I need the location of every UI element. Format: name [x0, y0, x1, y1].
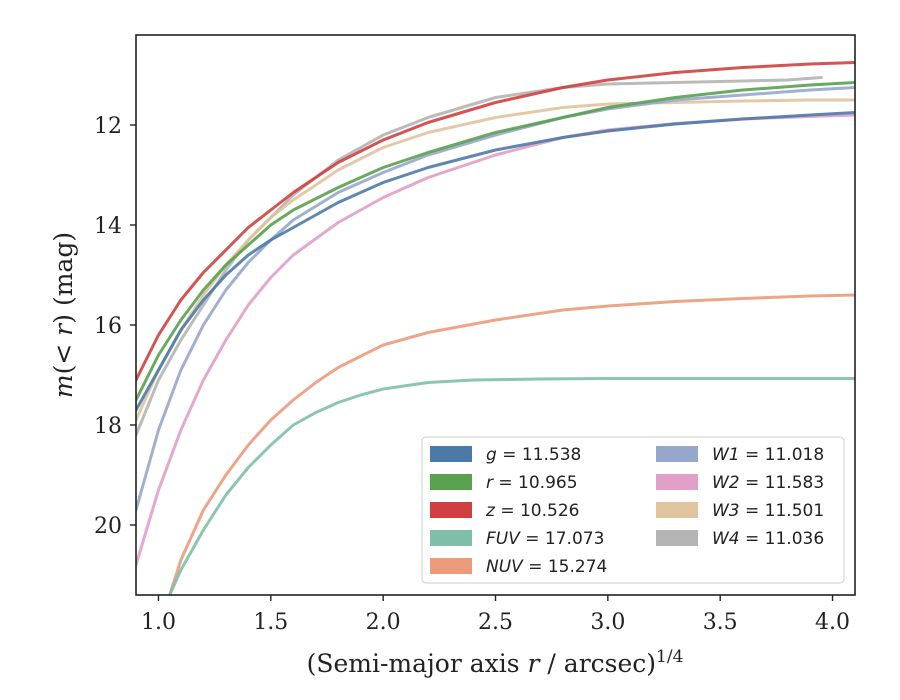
series-line-w3: [136, 98, 855, 422]
legend-swatch-r: [430, 474, 472, 490]
legend-label-fuv: FUV = 17.073: [486, 529, 604, 549]
y-axis-label: m(< r) (mag): [49, 232, 78, 398]
y-tick-label: 16: [94, 314, 122, 339]
legend-label-g: g = 11.538: [486, 445, 581, 465]
series-line-z: [136, 61, 855, 382]
x-tick-label: 3.0: [590, 610, 625, 635]
series-line-r: [136, 81, 855, 402]
x-tick-label: 2.5: [478, 610, 513, 635]
y-axis: 12 14 16 18 20: [94, 114, 136, 539]
y-tick-label: 12: [94, 114, 122, 139]
x-tick-label: 1.0: [141, 610, 176, 635]
legend-label-z: z = 10.526: [485, 501, 579, 521]
legend-label-w1: W1 = 11.018: [712, 445, 824, 465]
legend-swatch-fuv: [430, 530, 472, 546]
legend-box: [421, 436, 845, 584]
y-tick-label: 14: [94, 214, 122, 239]
series-line-nuv: [168, 293, 855, 595]
legend: g = 11.538 r = 10.965 z = 10.526 FUV = 17.0…: [421, 436, 845, 584]
legend-swatch-w2: [656, 474, 698, 490]
series-line-w1: [136, 86, 855, 512]
series-line-w4: [136, 76, 823, 437]
x-tick-label: 4.0: [815, 610, 850, 635]
series-line-fuv: [168, 377, 855, 595]
legend-label-w4: W4 = 11.036: [712, 529, 824, 549]
legend-label-w2: W2 = 11.583: [712, 473, 824, 493]
legend-swatch-w3: [656, 502, 698, 518]
legend-swatch-nuv: [430, 558, 472, 574]
legend-label-r: r = 10.965: [486, 473, 578, 493]
legend-swatch-w4: [656, 530, 698, 546]
x-axis-label: (Semi-major axis r / arcsec)1/4: [307, 647, 684, 678]
legend-swatch-z: [430, 502, 472, 518]
x-tick-label: 2.0: [366, 610, 401, 635]
legend-swatch-g: [430, 446, 472, 462]
legend-label-w3: W3 = 11.501: [712, 501, 824, 521]
x-tick-label: 3.5: [703, 610, 738, 635]
legend-label-nuv: NUV = 15.274: [486, 557, 607, 577]
x-tick-label: 1.5: [253, 610, 288, 635]
series-layer: [136, 61, 855, 595]
y-tick-label: 20: [94, 514, 122, 539]
series-line-g: [136, 111, 855, 412]
legend-swatch-w1: [656, 446, 698, 462]
x-axis: 1.0 1.5 2.0 2.5 3.0 3.5 4.0: [141, 595, 850, 635]
y-tick-label: 18: [94, 414, 122, 439]
